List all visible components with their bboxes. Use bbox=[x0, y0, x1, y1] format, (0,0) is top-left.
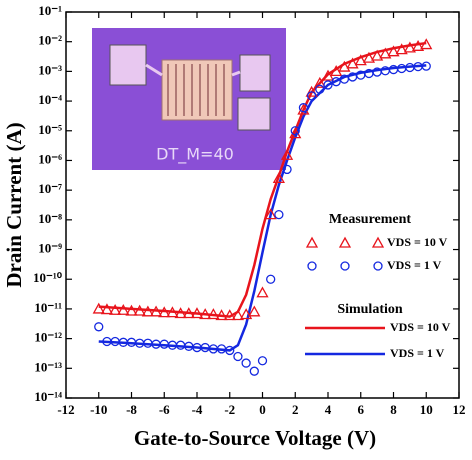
y-tick-label: 10⁻¹⁰ bbox=[33, 270, 63, 285]
y-tick-label: 10⁻⁵ bbox=[38, 122, 62, 137]
legend-label: VDS = 10 V bbox=[387, 235, 448, 249]
x-tick-label: -10 bbox=[90, 402, 107, 417]
y-tick-label: 10⁻⁴ bbox=[38, 92, 62, 107]
y-tick-label: 10⁻¹ bbox=[38, 3, 62, 18]
legend-label: VDS = 10 V bbox=[390, 320, 451, 334]
data-point bbox=[94, 304, 104, 313]
y-tick-label: 10⁻⁸ bbox=[38, 211, 62, 226]
data-point bbox=[275, 211, 283, 219]
y-tick-label: 10⁻⁷ bbox=[38, 181, 62, 196]
x-tick-label: -8 bbox=[126, 402, 137, 417]
x-tick-label: 0 bbox=[259, 402, 266, 417]
y-tick-label: 10⁻¹¹ bbox=[34, 300, 62, 315]
y-tick-label: 10⁻² bbox=[38, 33, 62, 48]
legend-label: VDS = 1 V bbox=[387, 258, 442, 272]
legend-title: Simulation bbox=[337, 302, 403, 317]
y-tick-label: 10⁻¹³ bbox=[34, 359, 62, 374]
x-tick-label: -6 bbox=[159, 402, 170, 417]
y-axis-title: Drain Current (A) bbox=[2, 122, 26, 287]
inset-label: DT_M=40 bbox=[156, 145, 234, 165]
y-tick-label: 10⁻⁹ bbox=[38, 241, 62, 256]
x-axis-title: Gate-to-Source Voltage (V) bbox=[134, 426, 376, 450]
x-tick-label: 6 bbox=[358, 402, 365, 417]
x-tick-label: 12 bbox=[453, 402, 466, 417]
x-tick-label: 8 bbox=[390, 402, 397, 417]
legend-label: VDS = 1 V bbox=[390, 346, 445, 360]
data-point bbox=[250, 367, 258, 375]
data-point bbox=[258, 288, 268, 297]
inset-photo: DT_M=40 bbox=[92, 28, 286, 170]
data-point bbox=[95, 323, 103, 331]
legend-box bbox=[300, 205, 450, 365]
x-tick-label: 4 bbox=[325, 402, 332, 417]
y-tick-label: 10⁻¹² bbox=[34, 330, 62, 345]
data-point bbox=[234, 352, 242, 360]
chart: DT_M=40 Gate-to-Source Voltage (V) Drain… bbox=[0, 0, 472, 460]
x-tick-label: -12 bbox=[57, 402, 74, 417]
data-point bbox=[267, 275, 275, 283]
legend-title: Measurement bbox=[329, 212, 411, 227]
x-tick-label: 10 bbox=[420, 402, 433, 417]
x-tick-label: -4 bbox=[192, 402, 203, 417]
data-point bbox=[242, 359, 250, 367]
x-tick-label: -2 bbox=[224, 402, 235, 417]
y-tick-label: 10⁻¹⁴ bbox=[34, 389, 62, 404]
x-tick-label: 2 bbox=[292, 402, 299, 417]
y-tick-label: 10⁻³ bbox=[38, 62, 62, 77]
y-tick-label: 10⁻⁶ bbox=[38, 151, 62, 166]
data-point bbox=[259, 357, 267, 365]
